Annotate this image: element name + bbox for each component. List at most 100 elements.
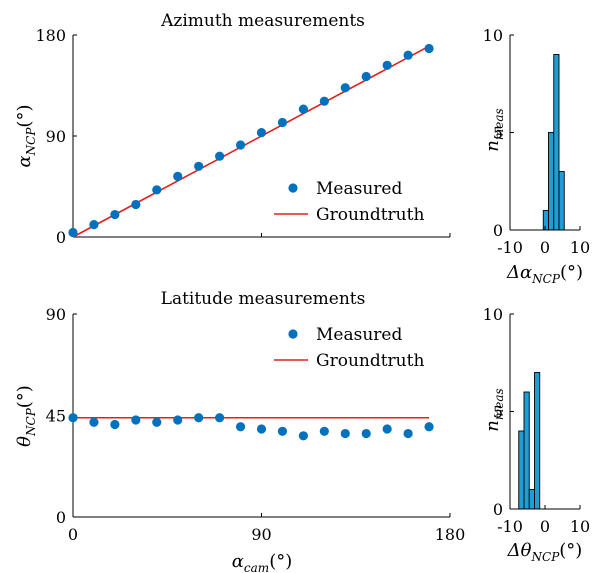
latitude-hist-ytick-label: 5 xyxy=(493,403,503,422)
azimuth-ylabel-unit: (°) xyxy=(14,105,35,128)
latitude-measured-point xyxy=(131,415,141,425)
latitude-xlabel-unit: (°) xyxy=(269,551,292,572)
latitude-measured-point xyxy=(361,428,371,439)
latitude-measured-point xyxy=(173,415,183,425)
azimuth-measured-point xyxy=(131,199,141,210)
latitude-measured-point xyxy=(403,428,413,439)
azimuth-hist-xlabel: ΔαNCP(°) xyxy=(506,262,583,286)
azimuth-ylabel-main: α xyxy=(14,155,35,167)
latitude-hist-xlabel-sub: NCP xyxy=(531,550,561,564)
azimuth-measured-point xyxy=(256,128,267,138)
latitude-hist-ytick-label: 0 xyxy=(493,500,503,519)
latitude-hist-xlabel-main: Δθ xyxy=(507,540,532,561)
azimuth-hist-ylabel: nmeas xyxy=(482,108,506,151)
azimuth-measured-point xyxy=(215,151,225,161)
latitude-hist-xtick-label: 10 xyxy=(570,517,590,536)
latitude-hist-ylabel: nmeas xyxy=(482,388,506,431)
azimuth-measured-point xyxy=(235,140,246,150)
azimuth-hist-xlabel-sub: NCP xyxy=(531,272,561,286)
latitude-hist-bar xyxy=(528,489,535,510)
azimuth-hist-ytick-label: 0 xyxy=(493,221,503,240)
latitude-legend-groundtruth-label: Groundtruth xyxy=(316,351,424,371)
azimuth-hist-ylabel-sub: meas xyxy=(492,108,506,140)
azimuth-hist-bar xyxy=(542,210,549,231)
latitude-hist-xlabel: ΔθNCP(°) xyxy=(507,540,583,564)
azimuth-measured-point xyxy=(110,209,120,220)
latitude-title: Latitude measurements xyxy=(161,289,366,309)
azimuth-hist-ytick-label: 5 xyxy=(493,124,503,143)
latitude-hist-xtick-label: 0 xyxy=(540,517,550,536)
latitude-panel: 0 45 90 0 90 180 Measured Groundtruth xyxy=(46,305,466,544)
latitude-measured-point xyxy=(424,422,434,432)
latitude-measured-point xyxy=(277,426,288,436)
latitude-hist-bar xyxy=(534,372,541,510)
azimuth-measured-point xyxy=(89,220,99,230)
azimuth-ytick-label: 0 xyxy=(56,228,66,247)
azimuth-hist-ytick-label: 10 xyxy=(483,26,503,45)
latitude-measured-point xyxy=(235,422,246,432)
azimuth-title: Azimuth measurements xyxy=(160,11,365,31)
azimuth-hist-bar xyxy=(558,171,565,231)
azimuth-hist-xlabel-main: Δα xyxy=(506,262,532,283)
azimuth-hist-ylabel-main: n xyxy=(482,140,503,152)
azimuth-measured-point xyxy=(361,71,371,82)
azimuth-measured-point xyxy=(277,117,288,128)
azimuth-hist-bar xyxy=(553,54,560,231)
azimuth-legend-measured-label: Measured xyxy=(316,179,402,199)
azimuth-ytick-label: 180 xyxy=(35,26,66,45)
latitude-xtick-label: 180 xyxy=(435,525,466,544)
azimuth-hist-bar xyxy=(548,132,555,231)
azimuth-measured-point xyxy=(319,96,329,106)
latitude-measured-point xyxy=(194,413,204,423)
azimuth-measured-point xyxy=(340,83,350,93)
latitude-measured-point xyxy=(256,424,267,434)
azimuth-hist-xtick-label: -10 xyxy=(497,238,523,257)
azimuth-ytick-label: 90 xyxy=(46,127,66,146)
azimuth-legend-measured-marker xyxy=(288,183,298,193)
latitude-ytick-label: 0 xyxy=(56,508,66,527)
latitude-xlabel-main: α xyxy=(232,551,244,572)
latitude-measured-point xyxy=(382,424,392,434)
latitude-measured-point xyxy=(89,417,99,427)
azimuth-hist-xtick-label: 0 xyxy=(540,238,550,257)
azimuth-measured-point xyxy=(152,185,162,195)
latitude-xlabel-sub: cam xyxy=(244,561,269,573)
latitude-ylabel-main: θ xyxy=(14,436,35,447)
latitude-measured-point xyxy=(152,417,162,427)
azimuth-measured-point xyxy=(298,104,308,114)
latitude-hist-bar xyxy=(518,430,525,510)
azimuth-measured-point xyxy=(194,161,204,171)
latitude-legend-measured-label: Measured xyxy=(316,325,402,345)
latitude-measured-point xyxy=(215,413,225,423)
latitude-measured-point xyxy=(110,419,120,430)
latitude-measured-point xyxy=(298,431,308,441)
latitude-hist-bar xyxy=(523,391,530,510)
latitude-measured-point xyxy=(340,428,350,439)
latitude-ytick-label: 45 xyxy=(46,407,66,426)
azimuth-hist-xtick-label: 10 xyxy=(570,238,590,257)
azimuth-measured-point xyxy=(382,60,392,70)
latitude-hist-ylabel-main: n xyxy=(482,420,503,432)
latitude-ylabel: θNCP(°) xyxy=(14,385,38,447)
latitude-ylabel-unit: (°) xyxy=(14,385,35,408)
azimuth-panel: 0 90 180 Measured Groundtruth xyxy=(35,26,451,247)
latitude-measured-point xyxy=(319,426,329,436)
azimuth-legend-groundtruth-label: Groundtruth xyxy=(316,205,424,225)
latitude-hist-ytick-label: 10 xyxy=(483,305,503,324)
latitude-measured-point xyxy=(68,413,78,423)
latitude-hist-xtick-label: -10 xyxy=(497,517,523,536)
latitude-xtick-label: 90 xyxy=(251,525,271,544)
latitude-xtick-label: 0 xyxy=(68,525,78,544)
latitude-xlabel: αcam(°) xyxy=(232,551,292,573)
latitude-legend-measured-marker xyxy=(288,329,298,339)
azimuth-measured-point xyxy=(403,50,413,60)
azimuth-ylabel-sub: NCP xyxy=(24,127,38,157)
latitude-ylabel-sub: NCP xyxy=(24,407,38,437)
azimuth-measured-point xyxy=(424,43,434,54)
azimuth-measured-point xyxy=(173,171,183,181)
latitude-ytick-label: 90 xyxy=(46,305,66,324)
latitude-hist-xlabel-unit: (°) xyxy=(559,540,582,561)
